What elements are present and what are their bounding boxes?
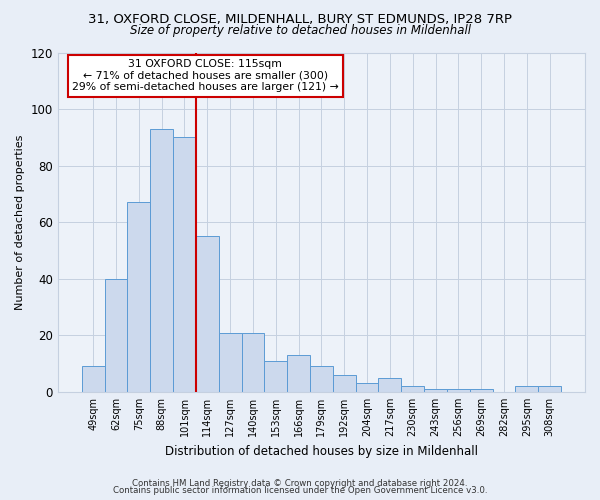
Y-axis label: Number of detached properties: Number of detached properties [15,134,25,310]
Bar [104,279,127,392]
Bar [287,355,310,392]
Bar [470,389,493,392]
Bar [265,361,287,392]
Bar [424,389,447,392]
Bar [218,332,242,392]
Bar [333,375,356,392]
Bar [82,366,104,392]
Text: Size of property relative to detached houses in Mildenhall: Size of property relative to detached ho… [130,24,470,37]
Bar [196,236,218,392]
Bar [242,332,265,392]
Bar [150,129,173,392]
Bar [127,202,150,392]
Bar [173,138,196,392]
Text: Contains public sector information licensed under the Open Government Licence v3: Contains public sector information licen… [113,486,487,495]
Text: 31, OXFORD CLOSE, MILDENHALL, BURY ST EDMUNDS, IP28 7RP: 31, OXFORD CLOSE, MILDENHALL, BURY ST ED… [88,12,512,26]
Text: 31 OXFORD CLOSE: 115sqm
← 71% of detached houses are smaller (300)
29% of semi-d: 31 OXFORD CLOSE: 115sqm ← 71% of detache… [72,60,339,92]
Bar [538,386,561,392]
Bar [447,389,470,392]
Bar [356,384,379,392]
Bar [310,366,333,392]
Bar [515,386,538,392]
Bar [379,378,401,392]
Bar [401,386,424,392]
Text: Contains HM Land Registry data © Crown copyright and database right 2024.: Contains HM Land Registry data © Crown c… [132,478,468,488]
X-axis label: Distribution of detached houses by size in Mildenhall: Distribution of detached houses by size … [165,444,478,458]
